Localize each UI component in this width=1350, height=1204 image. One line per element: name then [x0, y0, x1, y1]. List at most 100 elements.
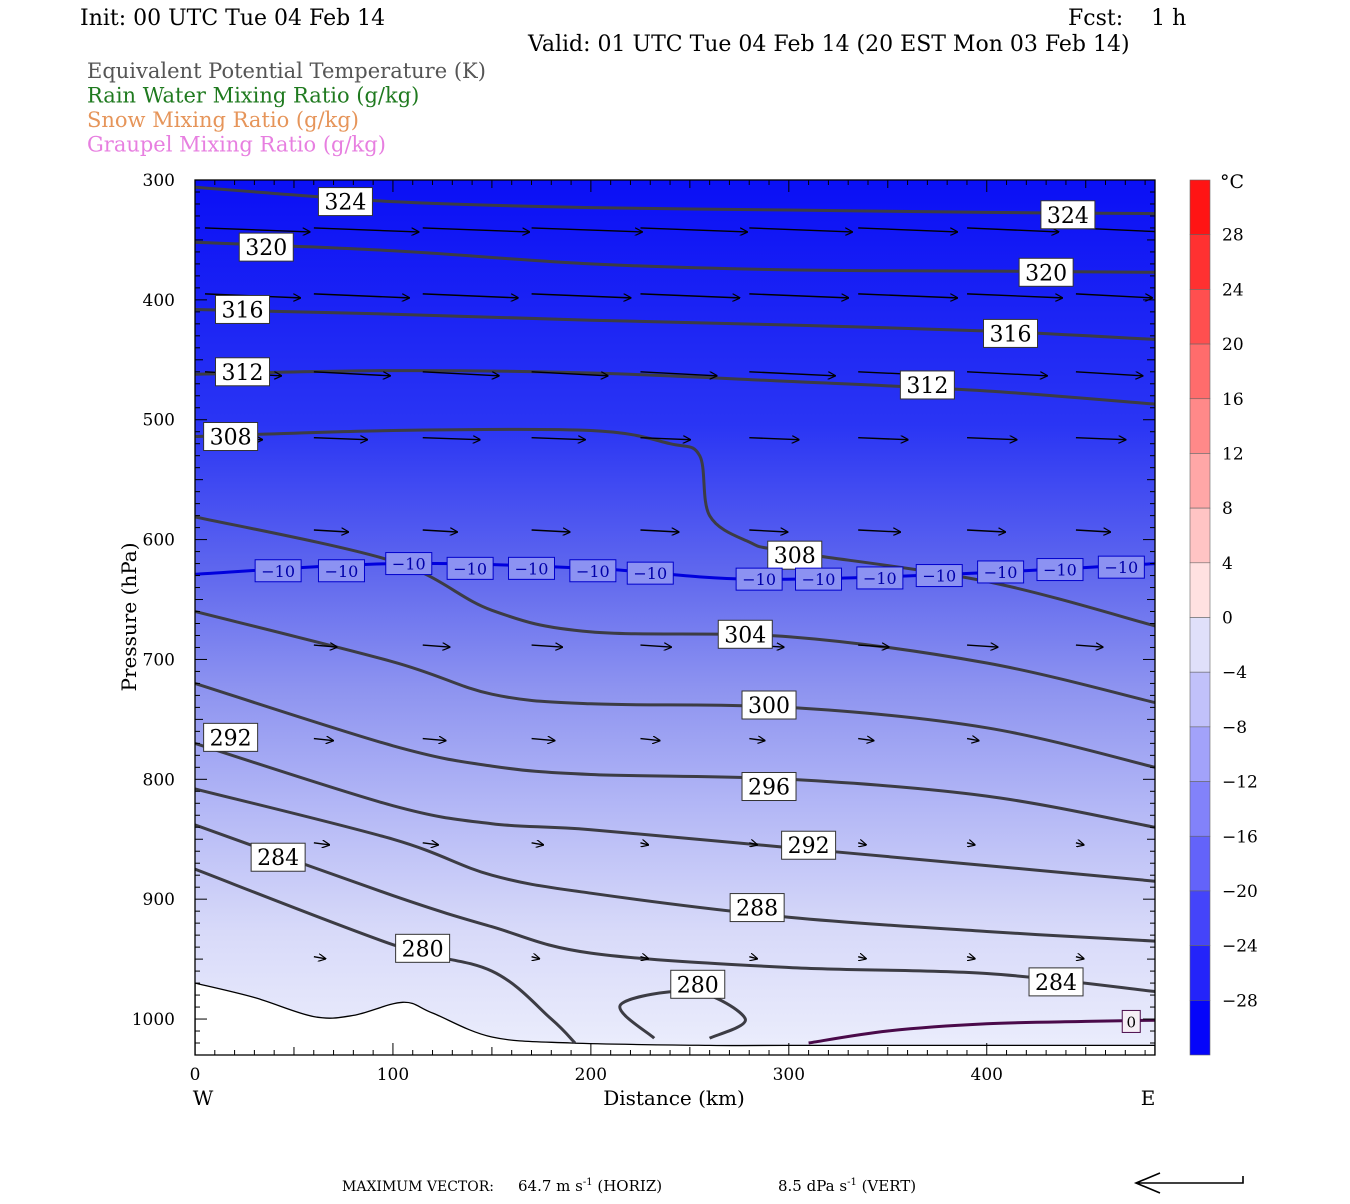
wind-vector	[313, 739, 333, 741]
reference-vector-arrow	[1133, 1172, 1244, 1194]
isotherm-minus10-label: −10	[569, 559, 617, 583]
wind-vector	[532, 957, 540, 959]
isotherm-minus10-label: −10	[735, 567, 783, 591]
svg-text:324: 324	[1047, 204, 1089, 229]
svg-text:308: 308	[774, 544, 816, 569]
svg-text:0: 0	[1126, 1013, 1136, 1031]
isotherm-0-line	[808, 1018, 1155, 1045]
y-tick-label: 900	[143, 890, 175, 910]
wind-vector	[531, 371, 608, 376]
wind-vector	[1075, 293, 1152, 298]
wind-vector	[204, 227, 310, 232]
wind-vector	[313, 530, 348, 532]
wind-vector	[858, 227, 957, 232]
wind-vector	[640, 739, 659, 741]
theta-e-label: 284	[1028, 967, 1084, 997]
svg-text:280: 280	[677, 973, 719, 998]
wind-vector	[858, 957, 866, 959]
svg-text:300: 300	[748, 694, 790, 719]
colorbar-cell	[1189, 562, 1211, 618]
svg-text:296: 296	[748, 776, 790, 801]
theta-e-contour	[195, 369, 1155, 406]
theta-e-label: 300	[741, 690, 797, 720]
isotherm-minus10-label: −10	[385, 552, 433, 576]
svg-text:316: 316	[990, 322, 1032, 347]
wind-vector	[313, 293, 409, 298]
theta-e-label: 320	[1018, 257, 1074, 287]
wind-vector	[640, 843, 648, 845]
theta-e-label: 292	[203, 722, 259, 752]
isotherm-labels: −10 −10 −10 −10 −10 −10 −10 −10 −10 −10 −10 −10 −10 −…	[254, 552, 1145, 1033]
colorbar-cell	[1189, 398, 1211, 454]
svg-text:−10: −10	[515, 559, 549, 578]
y-tick-label: 600	[143, 531, 175, 551]
isotherm-minus10-label: −10	[317, 559, 365, 583]
wind-vector	[967, 371, 1047, 376]
y-axis-label: Pressure (hPa)	[117, 543, 141, 692]
wind-vector	[749, 293, 848, 298]
svg-text:320: 320	[245, 236, 287, 261]
colorbar-cell	[1189, 671, 1211, 728]
plot-frame	[194, 179, 1156, 1056]
svg-text:284: 284	[1035, 971, 1077, 996]
colorbar-tick-label: 24	[1222, 280, 1244, 300]
svg-text:−10: −10	[392, 555, 426, 574]
theta-e-label: 308	[203, 422, 259, 452]
theta-e-contour	[195, 741, 1155, 883]
wind-vector	[422, 371, 499, 376]
isotherm-minus10-label: −10	[915, 564, 963, 588]
x-tick-label: 300	[773, 1065, 805, 1085]
colorbar-tick-label: 20	[1222, 335, 1244, 355]
wind-vector	[858, 438, 907, 440]
wind-vector	[531, 843, 543, 845]
wind-vector	[967, 843, 975, 845]
wind-vector	[422, 843, 438, 845]
wind-vector	[640, 530, 678, 532]
isotherm-minus10-label: −10	[795, 567, 843, 591]
svg-text:−10: −10	[984, 563, 1018, 582]
max-vector-footer: MAXIMUM VECTOR: 64.7 m s-1 (HORIZ) 8.5 d…	[342, 1172, 1244, 1195]
wind-vector	[967, 293, 1062, 298]
colorbar-tick-label: 4	[1222, 554, 1233, 574]
y-tick-label: 800	[143, 770, 175, 790]
isotherm-0-label: 0	[1121, 1009, 1141, 1033]
colorbar-cell	[1189, 835, 1211, 892]
x-tick-label: 100	[377, 1065, 409, 1085]
wind-vector	[422, 739, 446, 741]
forecast-hour: Fcst: 1 h	[1068, 6, 1186, 31]
wind-vector	[967, 957, 975, 959]
wind-vector	[640, 293, 739, 298]
colorbar-cell	[1189, 453, 1211, 509]
wind-vector	[1076, 843, 1084, 845]
wind-vector	[858, 739, 873, 741]
svg-text:−10: −10	[633, 564, 667, 583]
theta-e-label: 304	[717, 619, 773, 649]
wind-vector	[313, 371, 390, 376]
svg-text:284: 284	[257, 846, 299, 871]
theta-e-label: 312	[899, 370, 955, 400]
wind-vector	[531, 530, 570, 532]
horiz-vector-value: 64.7 m s-1 (HORIZ)	[518, 1177, 662, 1195]
svg-text:−10: −10	[863, 569, 897, 588]
wind-vector	[531, 293, 631, 298]
wind-vector	[1075, 438, 1125, 440]
init-time: Init: 00 UTC Tue 04 Feb 14	[80, 6, 385, 31]
wind-vector	[640, 645, 670, 647]
colorbar-tick-label: 0	[1222, 609, 1233, 629]
wind-vector	[313, 438, 367, 440]
svg-text:304: 304	[724, 623, 766, 648]
wind-vector	[858, 530, 900, 532]
colorbar-tick-label: 8	[1222, 499, 1233, 519]
wind-vector	[531, 739, 555, 741]
svg-text:292: 292	[788, 834, 830, 859]
colorbar-cell	[1189, 234, 1211, 290]
svg-text:312: 312	[222, 361, 264, 386]
wind-vector	[422, 293, 518, 298]
wind-vector	[858, 645, 888, 647]
isotherm-minus10-label: −10	[626, 561, 674, 585]
theta-e-label: 324	[1040, 200, 1096, 230]
svg-text:320: 320	[1025, 261, 1067, 286]
y-axis-ticks: 300 400 500 600 700 800 900 1000	[132, 171, 1155, 1056]
x-axis-ticks: 0 100 200 300 400	[190, 180, 1146, 1085]
